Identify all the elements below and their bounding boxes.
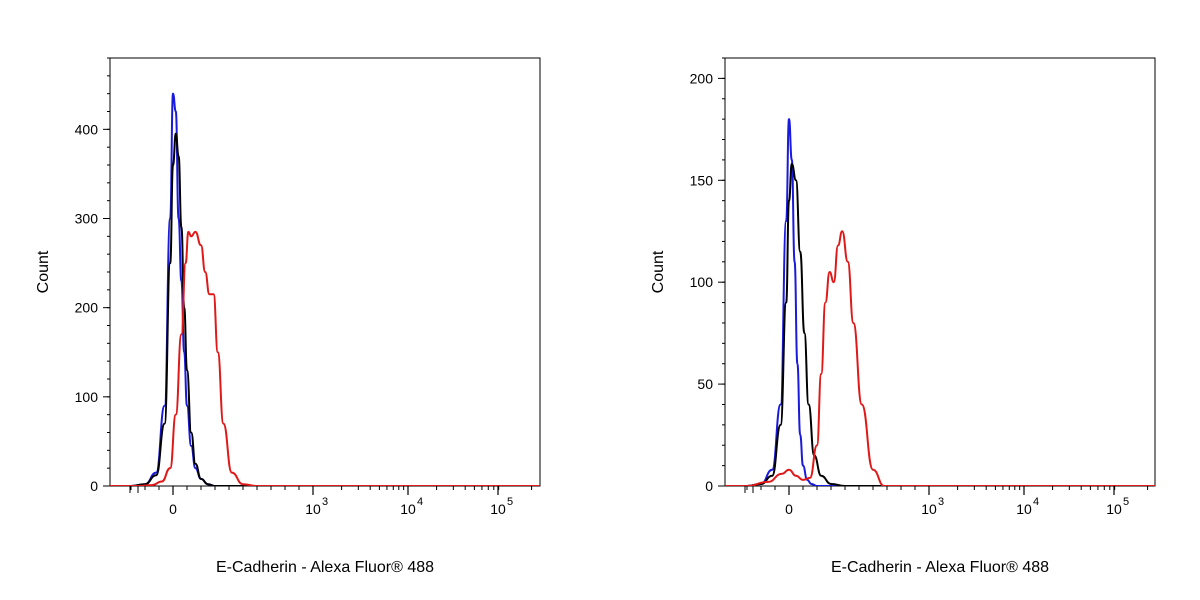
x-tick-exponent: 5 (507, 496, 513, 508)
y-axis-label: Count (650, 250, 667, 293)
y-axis-label: Count (35, 250, 52, 293)
x-tick-label: 0 (169, 501, 177, 517)
y-tick-label: 0 (705, 478, 713, 494)
x-tick-exponent: 3 (322, 496, 328, 508)
y-tick-label: 200 (690, 70, 714, 86)
histogram-series-blue (725, 118, 1155, 486)
y-axis: 0 100 200 300 400 (75, 57, 110, 494)
x-tick-exponent: 5 (1123, 496, 1129, 508)
y-tick-label: 400 (75, 121, 99, 137)
x-axis-label: E-Cadherin - Alexa Fluor® 488 (216, 559, 434, 576)
y-tick-label: 100 (690, 274, 714, 290)
y-tick-label: 0 (90, 478, 98, 494)
y-tick-label: 50 (697, 376, 713, 392)
histogram-series-black (110, 132, 540, 486)
x-tick-exponent: 4 (417, 496, 423, 508)
histogram-series-black (725, 162, 1155, 486)
y-tick-label: 200 (75, 300, 99, 316)
x-tick-exponent: 4 (1033, 496, 1039, 508)
y-tick-label: 150 (690, 172, 714, 188)
x-tick-label: 10 (921, 501, 937, 517)
histogram-series-red (110, 230, 540, 486)
x-tick-label: 10 (305, 501, 321, 517)
x-tick-label: 10 (1106, 501, 1122, 517)
x-tick-exponent: 3 (938, 496, 944, 508)
y-tick-label: 300 (75, 211, 99, 227)
y-axis: 0 50 100 150 200 (690, 57, 725, 494)
x-tick-label: 0 (785, 501, 793, 517)
x-tick-label: 10 (400, 501, 416, 517)
x-axis: 0 10 3 10 4 10 5 (129, 486, 533, 517)
x-axis: 0 10 3 10 4 10 5 (744, 486, 1149, 517)
histogram-series-red (725, 230, 1155, 486)
y-tick-label: 100 (75, 389, 99, 405)
x-tick-label: 10 (1016, 501, 1032, 517)
x-axis-label: E-Cadherin - Alexa Fluor® 488 (831, 559, 1049, 576)
x-tick-label: 10 (490, 501, 506, 517)
